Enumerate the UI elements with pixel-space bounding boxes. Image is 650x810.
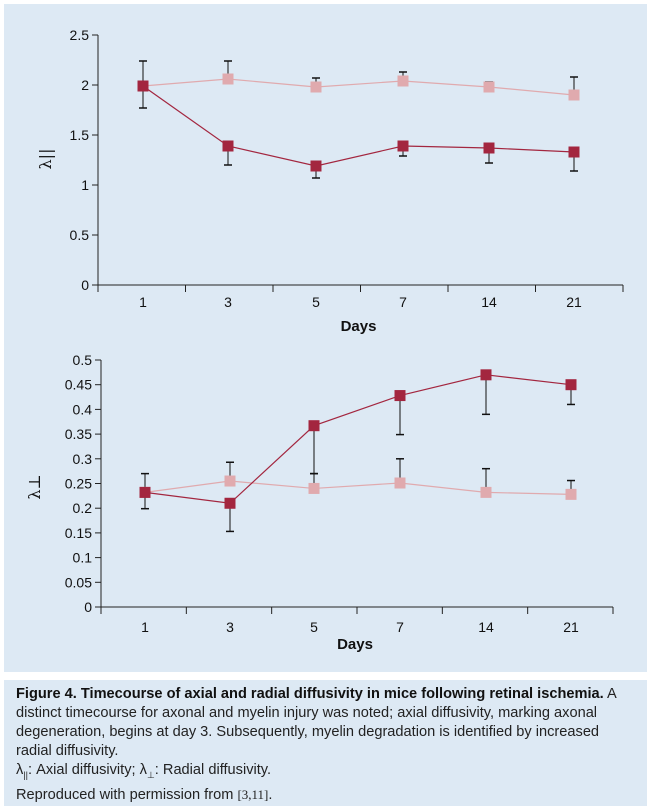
chart2-series2-line: [144, 374, 572, 504]
chart1-series1-line: [142, 78, 575, 96]
reproduced-text: Reproduced with permission from: [16, 786, 234, 803]
chart2-series2-marker: [308, 420, 320, 432]
chart2-x-tick-label: 14: [478, 619, 494, 635]
chart2-y-tick-label: 0.35: [65, 426, 92, 442]
reproduced-period: .: [268, 786, 273, 803]
chart1-y-tick-label: 1.5: [70, 127, 90, 143]
chart1-series1-marker: [397, 75, 409, 87]
reference-numbers: [3,11]: [237, 786, 269, 802]
chart1-x-tick-label: 3: [224, 294, 232, 310]
chart2-y-tick-label: 0.4: [73, 401, 93, 417]
chart2-x-tick-label: 3: [226, 619, 234, 635]
chart1-series2-marker: [397, 140, 409, 152]
chart1-series1-marker: [310, 81, 322, 93]
axial-symbol: λ: [16, 762, 24, 778]
caption-abbreviations: λ||: Axial diffusivity; λ⊥: Radial diffu…: [16, 761, 638, 785]
chart2-x-axis-title: Days: [337, 636, 373, 653]
chart2-x-tick-label: 21: [563, 619, 579, 635]
chart2-y-tick-label: 0.5: [73, 352, 93, 368]
chart2-y-axis-title: λ⊥: [25, 474, 44, 499]
radial-definition: : Radial diffusivity.: [154, 762, 272, 778]
chart2-x-tick-label: 5: [310, 619, 318, 635]
chart1-x-axis-title: Days: [341, 318, 377, 335]
chart1-series2-line: [142, 85, 575, 167]
chart2-x-tick-label: 1: [141, 619, 149, 635]
caption-reproduced: Reproduced with permission from [3,11].: [16, 785, 638, 805]
chart1-series2-marker: [310, 160, 322, 172]
chart2-y-tick-label: 0.05: [65, 574, 92, 590]
chart1-series2-marker: [483, 142, 495, 154]
chart1-x-tick-label: 14: [481, 294, 497, 310]
radial-subscript: ⊥: [146, 769, 155, 780]
chart1-y-tick-label: 2: [81, 77, 89, 93]
chart2-y-tick-label: 0.1: [73, 550, 93, 566]
chart2-y-tick-label: 0.2: [73, 500, 93, 516]
chart2-series1-marker: [224, 475, 236, 487]
chart2-series2-marker: [394, 390, 406, 402]
chart1-x-tick-label: 21: [566, 294, 582, 310]
chart2-y-tick-label: 0.45: [65, 377, 92, 393]
chart1-y-tick-label: 0: [81, 277, 89, 293]
chart2-series2-marker: [480, 369, 492, 381]
chart1-y-tick-label: 2.5: [70, 27, 90, 43]
chart1-series2-marker: [222, 140, 234, 152]
chart1-series2-marker: [137, 80, 149, 92]
chart2-series1-line: [144, 480, 572, 495]
chart1-x-tick-label: 1: [139, 294, 147, 310]
chart1-y-tick-label: 1: [81, 177, 89, 193]
chart1-series1-marker: [222, 73, 234, 85]
chart2-series1-marker: [565, 488, 577, 500]
radial-symbol: λ: [139, 762, 147, 778]
chart1-x-tick-label: 7: [399, 294, 407, 310]
figure-panel: 0 0.5 1 1.5 2 2.5 1 3 5 7 14 21 Days λ|| 0 0.05 0.1 0.15 0…: [4, 4, 647, 672]
chart2-series2-marker: [139, 486, 151, 498]
chart2-y-tick-label: 0.25: [65, 476, 92, 492]
caption-main: Figure 4. Timecourse of axial and radial…: [16, 685, 638, 761]
figure-caption: Figure 4. Timecourse of axial and radial…: [4, 680, 647, 806]
chart2-series1-marker: [394, 477, 406, 489]
axial-subscript: ||: [23, 769, 28, 780]
caption-title: Figure 4. Timecourse of axial and radial…: [16, 686, 604, 702]
chart1-y-axis-title: λ||: [36, 149, 55, 170]
chart2-y-tick-label: 0.3: [73, 451, 93, 467]
chart2-y-tick-label: 0: [84, 599, 92, 615]
caption-body: A distinct timecourse for axonal and mye…: [16, 686, 616, 759]
chart1-series1-marker: [568, 89, 580, 101]
chart2-x-tick-label: 7: [396, 619, 404, 635]
chart2-series1-marker: [480, 486, 492, 498]
axial-definition: : Axial diffusivity;: [27, 762, 136, 778]
chart1-series2-marker: [568, 146, 580, 158]
chart2-series2-marker: [565, 379, 577, 391]
chart2-series2-marker: [224, 497, 236, 509]
charts-canvas: 0 0.5 1 1.5 2 2.5 1 3 5 7 14 21 Days λ|| 0 0.05 0.1 0.15 0…: [25, 27, 624, 653]
chart1-series1-marker: [483, 81, 495, 93]
chart2-series1-marker: [308, 482, 320, 494]
chart1-x-tick-label: 5: [312, 294, 320, 310]
chart1-y-tick-label: 0.5: [70, 227, 90, 243]
chart2-y-tick-label: 0.15: [65, 525, 92, 541]
